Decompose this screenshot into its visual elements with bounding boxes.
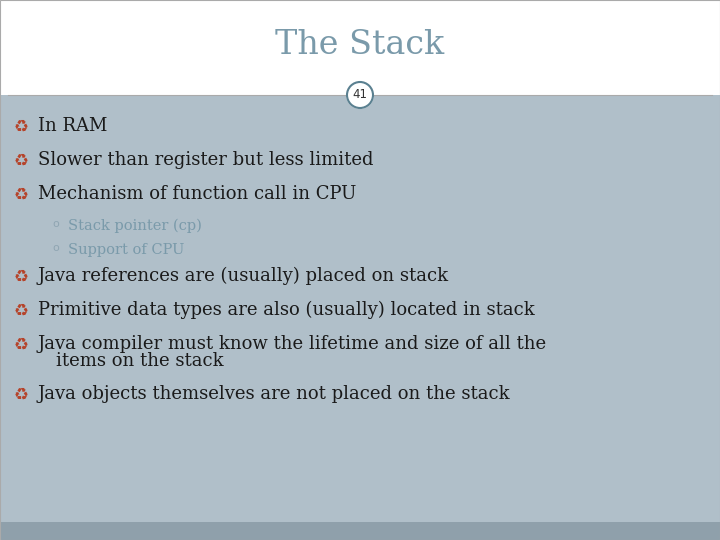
- Text: items on the stack: items on the stack: [56, 352, 224, 370]
- Text: o: o: [52, 243, 59, 253]
- Bar: [0, 95, 720, 522]
- Text: ♻: ♻: [14, 301, 29, 319]
- Text: Mechanism of function call in CPU: Mechanism of function call in CPU: [38, 185, 356, 203]
- Text: In RAM: In RAM: [38, 117, 107, 135]
- Text: Java objects themselves are not placed on the stack: Java objects themselves are not placed o…: [38, 385, 510, 403]
- Text: Support of CPU: Support of CPU: [68, 243, 184, 257]
- Text: Primitive data types are also (usually) located in stack: Primitive data types are also (usually) …: [38, 301, 535, 319]
- Text: ♻: ♻: [14, 151, 29, 169]
- Text: Java references are (usually) placed on stack: Java references are (usually) placed on …: [38, 267, 449, 285]
- Text: ♻: ♻: [14, 335, 29, 353]
- Text: ♻: ♻: [14, 385, 29, 403]
- Text: o: o: [52, 219, 59, 229]
- Text: ♻: ♻: [14, 185, 29, 203]
- Text: Java compiler must know the lifetime and size of all the: Java compiler must know the lifetime and…: [38, 335, 547, 353]
- Circle shape: [346, 81, 374, 109]
- Bar: [0, 0, 720, 95]
- Text: Slower than register but less limited: Slower than register but less limited: [38, 151, 374, 169]
- Text: ♻: ♻: [14, 267, 29, 285]
- Text: 41: 41: [353, 89, 367, 102]
- Text: The Stack: The Stack: [276, 30, 444, 62]
- Text: ♻: ♻: [14, 117, 29, 135]
- Bar: [0, 522, 720, 540]
- Text: Stack pointer (cp): Stack pointer (cp): [68, 219, 202, 233]
